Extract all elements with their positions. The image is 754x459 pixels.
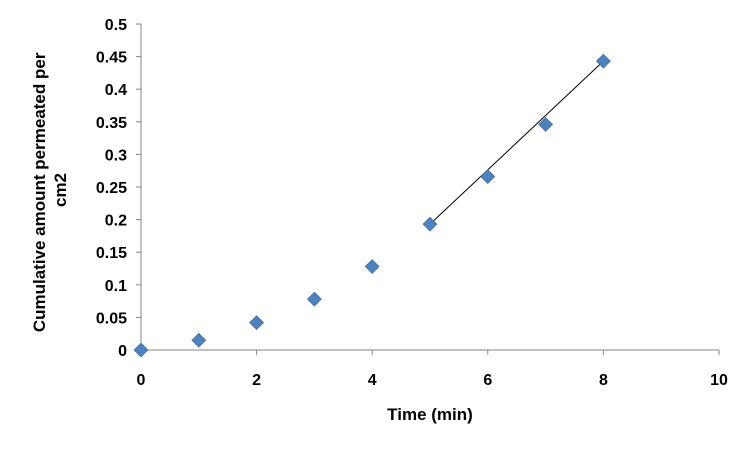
data-point [364,259,380,274]
y-tick-label: 0.25 [96,180,127,197]
x-tick-label: 6 [483,372,492,389]
data-point [422,216,438,232]
y-axis-title: Cumulative amount permeated per cm2 [30,48,70,332]
data-point [191,332,207,348]
x-tick-label: 4 [368,372,377,389]
trendline [429,60,604,225]
axes [136,23,720,355]
data-point [306,291,322,307]
y-tick-label: 0.2 [105,213,127,230]
data-point [480,169,496,184]
y-axis-title-line-1: Cumulative amount permeated per [30,52,49,332]
y-tick-label: 0.3 [105,147,127,164]
x-tick-label: 10 [710,372,728,389]
y-tick-label: 0.4 [105,82,127,99]
data-point [538,116,554,132]
x-tick-label: 2 [252,372,261,389]
data-point [249,315,265,331]
y-tick-label: 0.35 [96,115,127,132]
y-axis-title-line-2: cm2 [51,173,70,207]
y-tick-label: 0.05 [96,310,127,327]
y-tick-label: 0.1 [105,278,127,295]
data-points [133,53,611,358]
y-tick-label: 0.45 [96,50,127,67]
x-axis-title: Time (min) [387,405,473,424]
data-point [595,53,611,69]
tick-labels: 0 0.05 0.1 0.15 0.2 0.25 0.3 0.35 0.4 0.45 0.5 0 2 4 6… [96,17,728,389]
y-tick-label: 0.5 [105,17,127,34]
trendline-layer [429,60,604,225]
x-tick-label: 0 [137,372,146,389]
y-tick-label: 0 [118,343,127,360]
data-point [133,342,149,358]
x-tick-label: 8 [599,372,608,389]
y-tick-label: 0.15 [96,245,127,262]
